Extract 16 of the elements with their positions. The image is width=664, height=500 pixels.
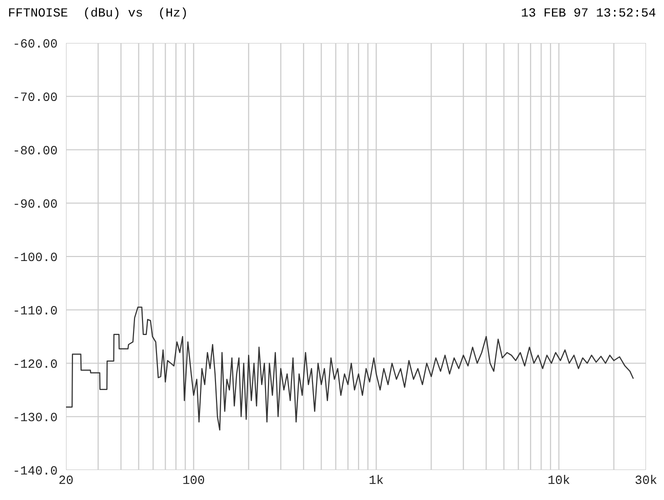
- y-tick-label: -100.0: [14, 252, 57, 262]
- chart-title: FFTNOISE (dBu) vs (Hz): [9, 8, 186, 20]
- x-tick-label: 30k: [636, 474, 657, 484]
- x-tick-label: 100: [183, 476, 204, 484]
- y-tick-label: -130.0: [14, 412, 57, 422]
- text: 13 FEB 97 13:52:54: [522, 8, 656, 17]
- y-tick-label: -120.0: [14, 359, 57, 368]
- y-tick-label: -110.0: [14, 306, 57, 315]
- y-tick-label: -140.0: [14, 466, 57, 475]
- x-tick-label: 1k: [370, 474, 384, 484]
- x-tick-label: 10k: [548, 474, 570, 484]
- x-tick-label: 20: [59, 476, 73, 484]
- y-tick-label: -70.00: [14, 92, 57, 102]
- y-tick-label: -90.00: [14, 199, 57, 208]
- y-tick-label: -80.00: [14, 146, 57, 154]
- y-tick-label: -60.00: [14, 39, 57, 48]
